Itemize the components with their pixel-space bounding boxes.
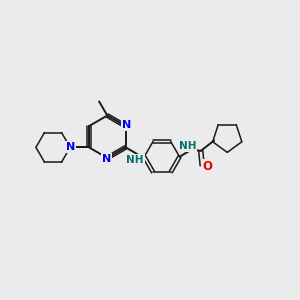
Text: N: N bbox=[102, 154, 111, 164]
Text: N: N bbox=[66, 142, 75, 152]
Text: NH: NH bbox=[127, 155, 144, 165]
Text: N: N bbox=[122, 120, 131, 130]
Text: NH: NH bbox=[179, 141, 196, 151]
Text: O: O bbox=[202, 160, 212, 173]
